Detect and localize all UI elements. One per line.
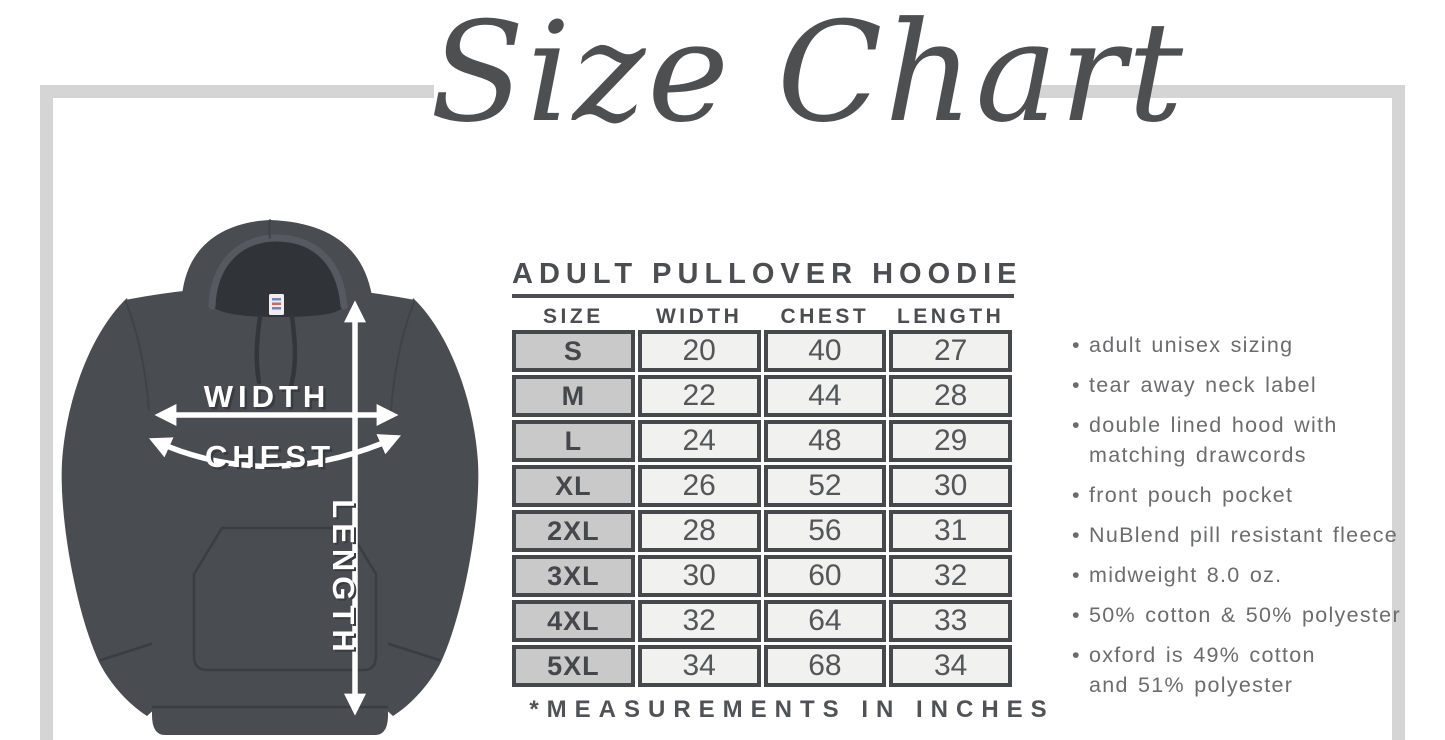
chest-cell: 40 (763, 330, 887, 372)
bullet-icon: • (1072, 483, 1081, 507)
length-cell: 31 (889, 510, 1012, 552)
length-cell: 29 (889, 420, 1012, 462)
table-row: L 24 48 29 (512, 420, 1012, 462)
size-cell: 5XL (512, 645, 635, 687)
table-row: S 20 40 27 (512, 330, 1012, 372)
width-cell: 34 (637, 645, 761, 687)
length-cell: 28 (889, 375, 1012, 417)
table-row: 3XL 30 60 32 (512, 555, 1012, 597)
feature-text: double lined hood with matching drawcord… (1089, 410, 1412, 470)
feature-text: adult unisex sizing (1089, 333, 1294, 357)
neck-tag (269, 294, 284, 315)
chest-cell: 44 (763, 375, 887, 417)
list-item: • oxford is 49% cotton and 51% polyester (1072, 640, 1412, 700)
chest-label: CHEST (205, 439, 335, 474)
width-cell: 28 (637, 510, 761, 552)
feature-text: 50% cotton & 50% polyester (1089, 603, 1401, 627)
width-cell: 20 (637, 330, 761, 372)
bullet-icon: • (1072, 333, 1081, 357)
feature-text: oxford is 49% cotton and 51% polyester (1089, 640, 1412, 700)
feature-line-1: double lined hood with (1089, 413, 1338, 437)
frame-left-border (40, 85, 53, 740)
feature-list: • adult unisex sizing • tear away neck l… (1072, 330, 1412, 710)
frame-top-left-segment (40, 85, 434, 98)
width-label: WIDTH (204, 379, 331, 414)
bullet-icon: • (1072, 413, 1081, 437)
width-label-shadow: WIDTH (206, 382, 333, 417)
size-cell: S (512, 330, 635, 372)
size-cell: M (512, 375, 635, 417)
feature-line-1: oxford is 49% cotton (1089, 643, 1316, 667)
list-item: • front pouch pocket (1072, 480, 1412, 510)
table-row: 4XL 32 64 33 (512, 600, 1012, 642)
bullet-icon: • (1072, 373, 1081, 397)
bullet-icon: • (1072, 563, 1081, 587)
chest-cell: 52 (763, 465, 887, 507)
width-cell: 26 (637, 465, 761, 507)
length-cell: 27 (889, 330, 1012, 372)
list-item: • adult unisex sizing (1072, 330, 1412, 360)
list-item: • 50% cotton & 50% polyester (1072, 600, 1412, 630)
list-item: • double lined hood with matching drawco… (1072, 410, 1412, 470)
bullet-icon: • (1072, 643, 1081, 667)
feature-line-2: matching drawcords (1089, 443, 1307, 467)
width-cell: 22 (637, 375, 761, 417)
length-cell: 30 (889, 465, 1012, 507)
length-cell: 33 (889, 600, 1012, 642)
frame-top-right-segment (1030, 85, 1405, 98)
table-row: M 22 44 28 (512, 375, 1012, 417)
feature-text: midweight 8.0 oz. (1089, 563, 1283, 587)
hoodie-hood (180, 219, 374, 389)
hoodie-sleeves (61, 298, 479, 716)
feature-text: tear away neck label (1089, 373, 1317, 397)
chest-cell: 64 (763, 600, 887, 642)
length-cell: 34 (889, 645, 1012, 687)
measurements-footnote: *MEASUREMENTS IN INCHES (529, 696, 1055, 723)
width-cell: 30 (637, 555, 761, 597)
size-cell: 2XL (512, 510, 635, 552)
table-title: ADULT PULLOVER HOODIE (512, 258, 1023, 290)
length-cell: 32 (889, 555, 1012, 597)
size-cell: XL (512, 465, 635, 507)
column-header-size: SIZE (543, 305, 604, 328)
width-cell: 32 (637, 600, 761, 642)
drawcord-left (254, 313, 263, 385)
table-row: XL 26 52 30 (512, 465, 1012, 507)
chest-label-shadow: CHEST (207, 442, 337, 477)
table-header-row: SIZE WIDTH CHEST LENGTH (512, 305, 1012, 329)
chest-cell: 68 (763, 645, 887, 687)
size-table: S 20 40 27 M 22 44 28 L 24 48 29 XL 26 5… (512, 330, 1012, 687)
chest-cell: 48 (763, 420, 887, 462)
column-header-chest: CHEST (780, 305, 870, 328)
page-title: Size Chart (430, 0, 1186, 153)
list-item: • NuBlend pill resistant fleece (1072, 520, 1412, 550)
length-label: LENGTH (326, 499, 361, 656)
hoodie-illustration: WIDTH WIDTH CHEST CHEST LENGTH LENGTH (61, 219, 479, 735)
list-item: • midweight 8.0 oz. (1072, 560, 1412, 590)
drawcord-right (288, 313, 298, 389)
table-row: 2XL 28 56 31 (512, 510, 1012, 552)
width-cell: 24 (637, 420, 761, 462)
column-header-width: WIDTH (655, 305, 743, 328)
bullet-icon: • (1072, 523, 1081, 547)
table-row: 5XL 34 68 34 (512, 645, 1012, 687)
chest-cell: 56 (763, 510, 887, 552)
size-cell: 4XL (512, 600, 635, 642)
size-cell: 3XL (512, 555, 635, 597)
frame-right-border (1392, 85, 1405, 740)
column-header-length: LENGTH (896, 305, 1005, 328)
bullet-icon: • (1072, 603, 1081, 627)
size-cell: L (512, 420, 635, 462)
length-label-shadow: LENGTH (328, 501, 363, 658)
list-item: • tear away neck label (1072, 370, 1412, 400)
feature-line-2: and 51% polyester (1089, 673, 1294, 697)
feature-text: NuBlend pill resistant fleece (1089, 523, 1399, 547)
table-title-underline (512, 294, 1014, 298)
feature-text: front pouch pocket (1089, 483, 1294, 507)
chest-cell: 60 (763, 555, 887, 597)
